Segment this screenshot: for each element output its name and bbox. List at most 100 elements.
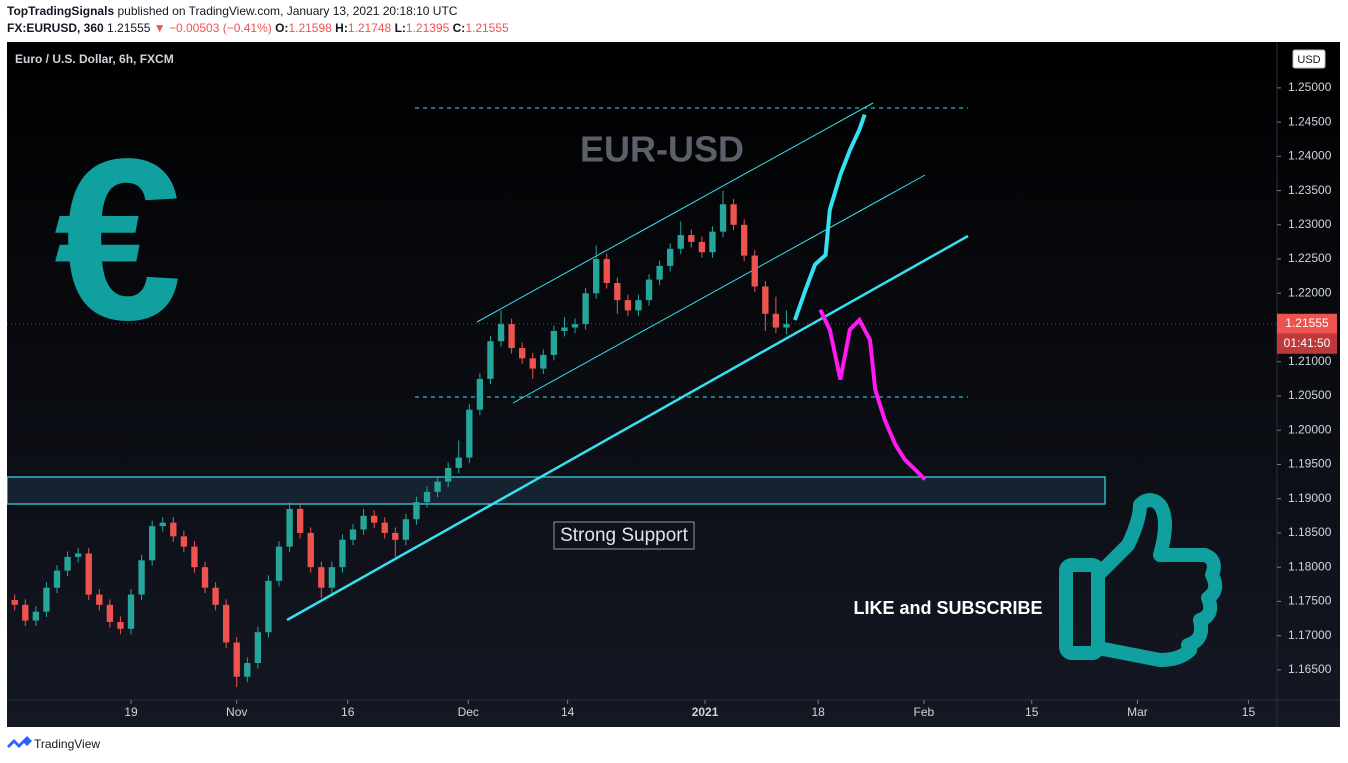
projection-path bbox=[793, 113, 867, 321]
y-tick-label: 1.20500 bbox=[1288, 388, 1332, 402]
brand: TradingView bbox=[34, 737, 100, 751]
candle-body bbox=[286, 508, 293, 547]
candle-body bbox=[328, 567, 336, 588]
x-tick-label: 15 bbox=[1242, 705, 1256, 719]
x-tick-label: Dec bbox=[458, 705, 479, 719]
candle-body bbox=[540, 354, 547, 369]
c: 1.21555 bbox=[465, 21, 509, 35]
candle-body bbox=[656, 265, 663, 280]
x-tick-label: 16 bbox=[341, 705, 355, 719]
candle-body bbox=[43, 587, 50, 612]
candle-body bbox=[645, 279, 653, 301]
candle-body bbox=[159, 522, 166, 527]
candle-body bbox=[741, 224, 748, 256]
projection-path bbox=[818, 308, 927, 481]
candle-body bbox=[170, 522, 177, 537]
candle-body bbox=[582, 293, 589, 325]
candle-body bbox=[22, 604, 29, 621]
candle-body bbox=[751, 255, 758, 287]
l: 1.21395 bbox=[406, 21, 450, 35]
candle-body bbox=[127, 594, 135, 629]
x-tick-label: Mar bbox=[1127, 705, 1148, 719]
candle-body bbox=[265, 580, 272, 633]
cta-label: LIKE and SUBSCRIBE bbox=[853, 598, 1042, 618]
candle-body bbox=[550, 330, 558, 355]
candle-body bbox=[370, 515, 378, 523]
candle-body bbox=[74, 553, 82, 557]
candle-body bbox=[117, 621, 124, 629]
candle-body bbox=[106, 604, 114, 622]
candle-body bbox=[11, 600, 18, 605]
candle-body bbox=[201, 567, 209, 588]
y-tick-label: 1.21000 bbox=[1288, 354, 1332, 368]
x-tick-label: 14 bbox=[561, 705, 575, 719]
candle-body bbox=[466, 409, 473, 458]
l-label: L: bbox=[395, 21, 406, 35]
candle-body bbox=[318, 567, 325, 588]
candle-body bbox=[667, 248, 674, 266]
channel-upper bbox=[476, 102, 874, 323]
candle-body bbox=[635, 300, 642, 311]
candle-body bbox=[614, 283, 621, 301]
candle-body bbox=[730, 204, 737, 225]
candle-body bbox=[392, 532, 399, 540]
y-tick-label: 1.19000 bbox=[1288, 491, 1332, 505]
candle-body bbox=[508, 324, 515, 349]
countdown-box bbox=[1277, 333, 1337, 354]
price: 1.21555 bbox=[107, 21, 151, 35]
candle-body bbox=[402, 519, 410, 540]
euro-sign: € bbox=[54, 111, 182, 368]
candle-body bbox=[698, 241, 706, 253]
y-tick-label: 1.17000 bbox=[1288, 628, 1332, 642]
thumbs-up-icon bbox=[1059, 493, 1223, 667]
y-tick-label: 1.25000 bbox=[1288, 80, 1332, 94]
y-tick-label: 1.22500 bbox=[1288, 251, 1332, 265]
candle-body bbox=[64, 556, 71, 571]
channel-lower bbox=[512, 174, 926, 404]
y-tick-label: 1.16500 bbox=[1288, 662, 1332, 676]
h: 1.21748 bbox=[348, 21, 392, 35]
plot bbox=[7, 102, 1277, 687]
support-box bbox=[553, 521, 695, 550]
main-label: EUR-USD bbox=[580, 129, 744, 170]
candle-body bbox=[148, 526, 156, 561]
o-label: O: bbox=[275, 21, 288, 35]
candle-body bbox=[455, 457, 462, 468]
candle-body bbox=[688, 235, 695, 242]
y-tick-label: 1.17500 bbox=[1288, 594, 1332, 608]
currency-box bbox=[1292, 49, 1326, 69]
candle-body bbox=[138, 560, 145, 595]
currency: USD bbox=[1297, 54, 1320, 66]
candle-body bbox=[624, 300, 632, 311]
candle-body bbox=[222, 604, 230, 643]
y-tick-label: 1.23500 bbox=[1288, 183, 1332, 197]
y-tick-label: 1.18000 bbox=[1288, 559, 1332, 573]
candle-body bbox=[32, 611, 40, 621]
y-tick-label: 1.24000 bbox=[1288, 149, 1332, 163]
candle-body bbox=[772, 313, 780, 328]
candle-body bbox=[413, 502, 420, 520]
symbol-line: FX:EURUSD, 360 1.21555 ▼ −0.00503 (−0.41… bbox=[7, 21, 509, 35]
change: ▼ −0.00503 (−0.41%) bbox=[154, 21, 272, 35]
last-price-label: 1.21555 bbox=[1285, 316, 1329, 330]
candle-body bbox=[349, 529, 357, 540]
candle-body bbox=[296, 508, 304, 533]
candle-body bbox=[783, 324, 790, 328]
x-tick-label: 19 bbox=[124, 705, 138, 719]
candle-body bbox=[339, 539, 346, 568]
trend-line bbox=[286, 234, 969, 622]
candle-body bbox=[497, 324, 505, 342]
candle-body bbox=[592, 259, 600, 294]
x-tick-label: 18 bbox=[812, 705, 826, 719]
thumbs-dot bbox=[1074, 629, 1084, 639]
c-label: C: bbox=[453, 21, 466, 35]
support-zone bbox=[7, 476, 1106, 505]
candle-body bbox=[518, 348, 526, 359]
chart-title: Euro / U.S. Dollar, 6h, FXCM bbox=[15, 52, 174, 66]
last-price-box bbox=[1277, 313, 1337, 334]
candle-body bbox=[212, 587, 219, 605]
candle-body bbox=[677, 235, 684, 249]
candle-body bbox=[244, 663, 251, 677]
candle-body bbox=[571, 324, 579, 328]
